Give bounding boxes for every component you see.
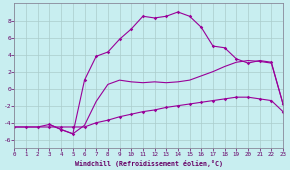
- X-axis label: Windchill (Refroidissement éolien,°C): Windchill (Refroidissement éolien,°C): [75, 159, 223, 167]
